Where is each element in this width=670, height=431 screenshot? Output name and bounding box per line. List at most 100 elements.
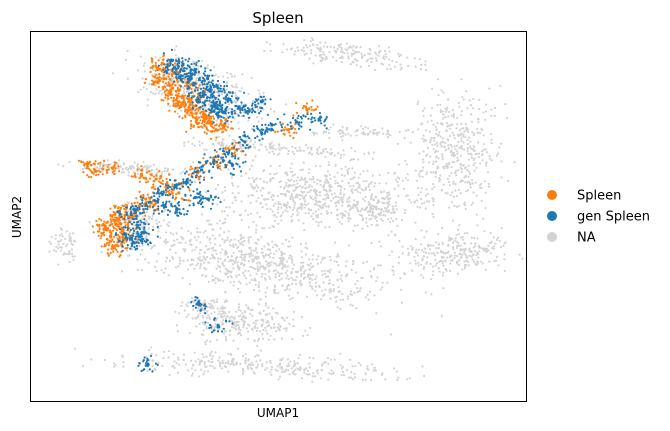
point-na	[321, 273, 324, 277]
point-na	[166, 99, 169, 102]
point-na	[497, 264, 500, 267]
point-na	[459, 236, 462, 239]
point-na	[457, 228, 460, 232]
point-na	[244, 209, 247, 212]
point-na	[236, 113, 239, 116]
point-na	[252, 363, 255, 366]
point-na	[161, 364, 164, 367]
point-na	[476, 251, 479, 254]
point-na	[265, 361, 268, 364]
point-na	[319, 165, 322, 168]
point-na	[488, 241, 491, 245]
point-na	[339, 156, 342, 159]
point-na	[485, 162, 488, 165]
point-na	[240, 200, 243, 203]
point-na	[422, 158, 425, 161]
point-na	[258, 268, 261, 271]
point-spleen	[202, 157, 205, 160]
point-na	[225, 273, 228, 276]
point-na	[273, 338, 276, 341]
point-spleen	[167, 102, 170, 105]
point-na	[366, 224, 369, 228]
point-spleen	[117, 245, 120, 248]
point-na	[172, 168, 175, 171]
point-na	[226, 214, 229, 217]
point-na	[155, 172, 158, 175]
point-na	[221, 210, 224, 213]
point-na	[355, 134, 358, 137]
point-na	[456, 152, 459, 155]
point-na	[227, 360, 230, 363]
point-na	[182, 353, 186, 356]
point-na	[221, 359, 224, 362]
point-na	[271, 240, 274, 243]
point-na	[364, 188, 367, 191]
point-na	[180, 109, 183, 112]
point-spleen	[148, 206, 152, 209]
point-na	[251, 260, 254, 263]
point-na	[343, 187, 346, 191]
point-spleen	[177, 92, 180, 95]
point-na	[400, 219, 404, 222]
point-na	[479, 162, 482, 165]
point-na	[324, 361, 327, 364]
point-na	[482, 111, 485, 114]
point-spleen	[117, 234, 120, 237]
point-spleen	[195, 108, 198, 111]
point-gen-spleen	[227, 99, 230, 102]
point-spleen	[203, 163, 206, 166]
point-na	[220, 141, 224, 144]
point-na	[312, 198, 315, 201]
point-spleen	[109, 236, 112, 239]
point-na	[267, 192, 270, 195]
point-spleen	[202, 110, 205, 113]
point-na	[447, 180, 450, 184]
point-na	[100, 251, 103, 254]
point-na	[73, 239, 76, 242]
point-na	[273, 288, 276, 291]
point-na	[294, 147, 297, 150]
point-na	[90, 358, 93, 361]
point-gen-spleen	[204, 70, 207, 73]
point-na	[150, 346, 153, 349]
point-na	[464, 253, 467, 256]
point-na	[476, 152, 479, 155]
point-na	[448, 236, 451, 239]
point-na	[327, 282, 330, 285]
point-na	[241, 258, 244, 261]
point-na	[214, 139, 217, 142]
point-na	[346, 297, 350, 300]
point-na	[225, 88, 228, 91]
point-na	[341, 216, 344, 219]
point-na	[459, 192, 462, 195]
point-na	[300, 176, 303, 179]
point-spleen	[217, 158, 220, 161]
point-na	[323, 293, 326, 296]
point-na	[392, 172, 396, 175]
point-spleen	[110, 219, 113, 223]
point-na	[198, 375, 201, 378]
point-na	[436, 251, 439, 255]
point-na	[458, 259, 461, 262]
point-na	[313, 181, 316, 184]
point-na	[417, 128, 420, 131]
point-na	[205, 191, 208, 194]
point-na	[480, 182, 483, 185]
point-na	[334, 179, 337, 182]
point-na	[374, 195, 377, 198]
point-na	[53, 249, 56, 252]
point-gen-spleen	[184, 58, 187, 61]
point-na	[326, 193, 329, 196]
point-na	[126, 169, 130, 172]
point-na	[281, 357, 284, 360]
point-na	[451, 131, 454, 134]
point-na	[470, 242, 473, 245]
point-na	[307, 171, 310, 174]
point-spleen	[154, 61, 157, 64]
point-na	[184, 241, 187, 244]
point-na	[489, 231, 492, 234]
point-na	[439, 135, 442, 138]
point-na	[254, 247, 258, 250]
point-na	[200, 75, 203, 78]
point-na	[388, 63, 391, 66]
